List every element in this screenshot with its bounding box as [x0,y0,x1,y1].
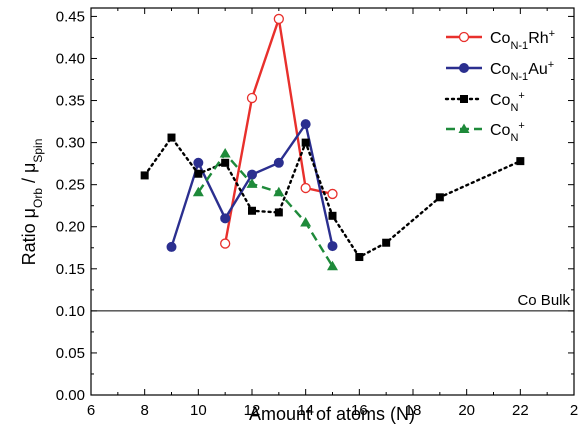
legend-entry: CoN-1Au+ [446,59,554,83]
series-0 [220,13,338,249]
series-1 [166,119,338,252]
axes-layer: 6 8 10 12 14 16 18 20 22 20.000.050.100.150.200.2… [56,8,578,419]
legend-entry: CoN+ [444,90,525,114]
x-tick-label: 22 [512,402,529,419]
data-point [220,213,231,224]
data-point [327,241,338,252]
data-point [274,208,283,217]
x-tick-label: 14 [297,402,314,419]
data-point [459,63,469,73]
y-tick-label: 0.10 [56,303,85,320]
series-line [143,135,522,259]
series-3 [192,148,338,271]
series-line [197,151,334,267]
x-tick-label: 16 [351,402,368,419]
data-point [301,138,310,147]
y-tick-label: 0.15 [56,261,85,278]
data-point [273,13,284,25]
data-point [167,133,176,142]
data-point [300,182,311,194]
legend-entry: CoN+ [446,120,525,144]
y-tick-label: 0.30 [56,135,85,152]
data-point [193,157,204,168]
legend-label: CoN-1Au+ [490,59,554,83]
data-point [219,148,231,158]
data-point [327,188,338,200]
x-axis-title: Amount of atoms (N) [249,404,415,424]
data-point [194,169,203,178]
data-point [247,169,257,180]
y-tick-label: 0.25 [56,177,85,194]
data-point [300,217,312,227]
data-point [248,206,256,215]
data-point [192,186,204,197]
x-tick-label: 2 [570,402,578,419]
data-point [140,171,149,180]
data-point [355,253,364,262]
data-point [220,238,231,249]
data-point [221,158,230,167]
y-tick-label: 0.20 [56,219,85,236]
data-point [458,31,470,43]
data-point [166,241,177,252]
x-tick-label: 10 [190,402,207,419]
data-point [327,260,338,271]
data-point [328,211,337,220]
x-tick-label: 12 [244,402,261,419]
data-point [460,95,468,103]
x-tick-label: 8 [140,402,148,419]
x-tick-label: 20 [458,402,475,419]
data-point [382,238,391,247]
legend-label: CoN+ [490,120,525,144]
y-axis-title: Ratio μOrb / μSpin [19,139,45,266]
y-tick-label: 0.35 [56,93,85,110]
reference-layer: Co Bulk [91,292,574,312]
x-tick-label: 6 [87,402,95,419]
data-point [246,178,258,188]
data-point [246,92,258,104]
series-2 [140,133,525,262]
y-tick-label: 0.05 [56,345,85,362]
y-tick-label: 0.00 [56,387,85,404]
legend: CoN-1Rh+ CoN-1Au+ CoN+ CoN+ [444,28,555,144]
reference-label: Co Bulk [517,292,570,309]
data-point [458,123,470,133]
data-point [273,157,284,168]
x-tick-label: 18 [405,402,422,419]
legend-label: CoN-1Rh+ [490,28,555,52]
legend-entry: CoN-1Rh+ [446,28,555,52]
data-point [273,186,285,197]
data-point [300,119,311,130]
legend-label: CoN+ [490,90,525,114]
y-tick-label: 0.45 [56,8,85,25]
series-layer [140,13,525,271]
data-point [435,193,444,202]
y-tick-label: 0.40 [56,50,85,67]
data-point [516,157,525,166]
